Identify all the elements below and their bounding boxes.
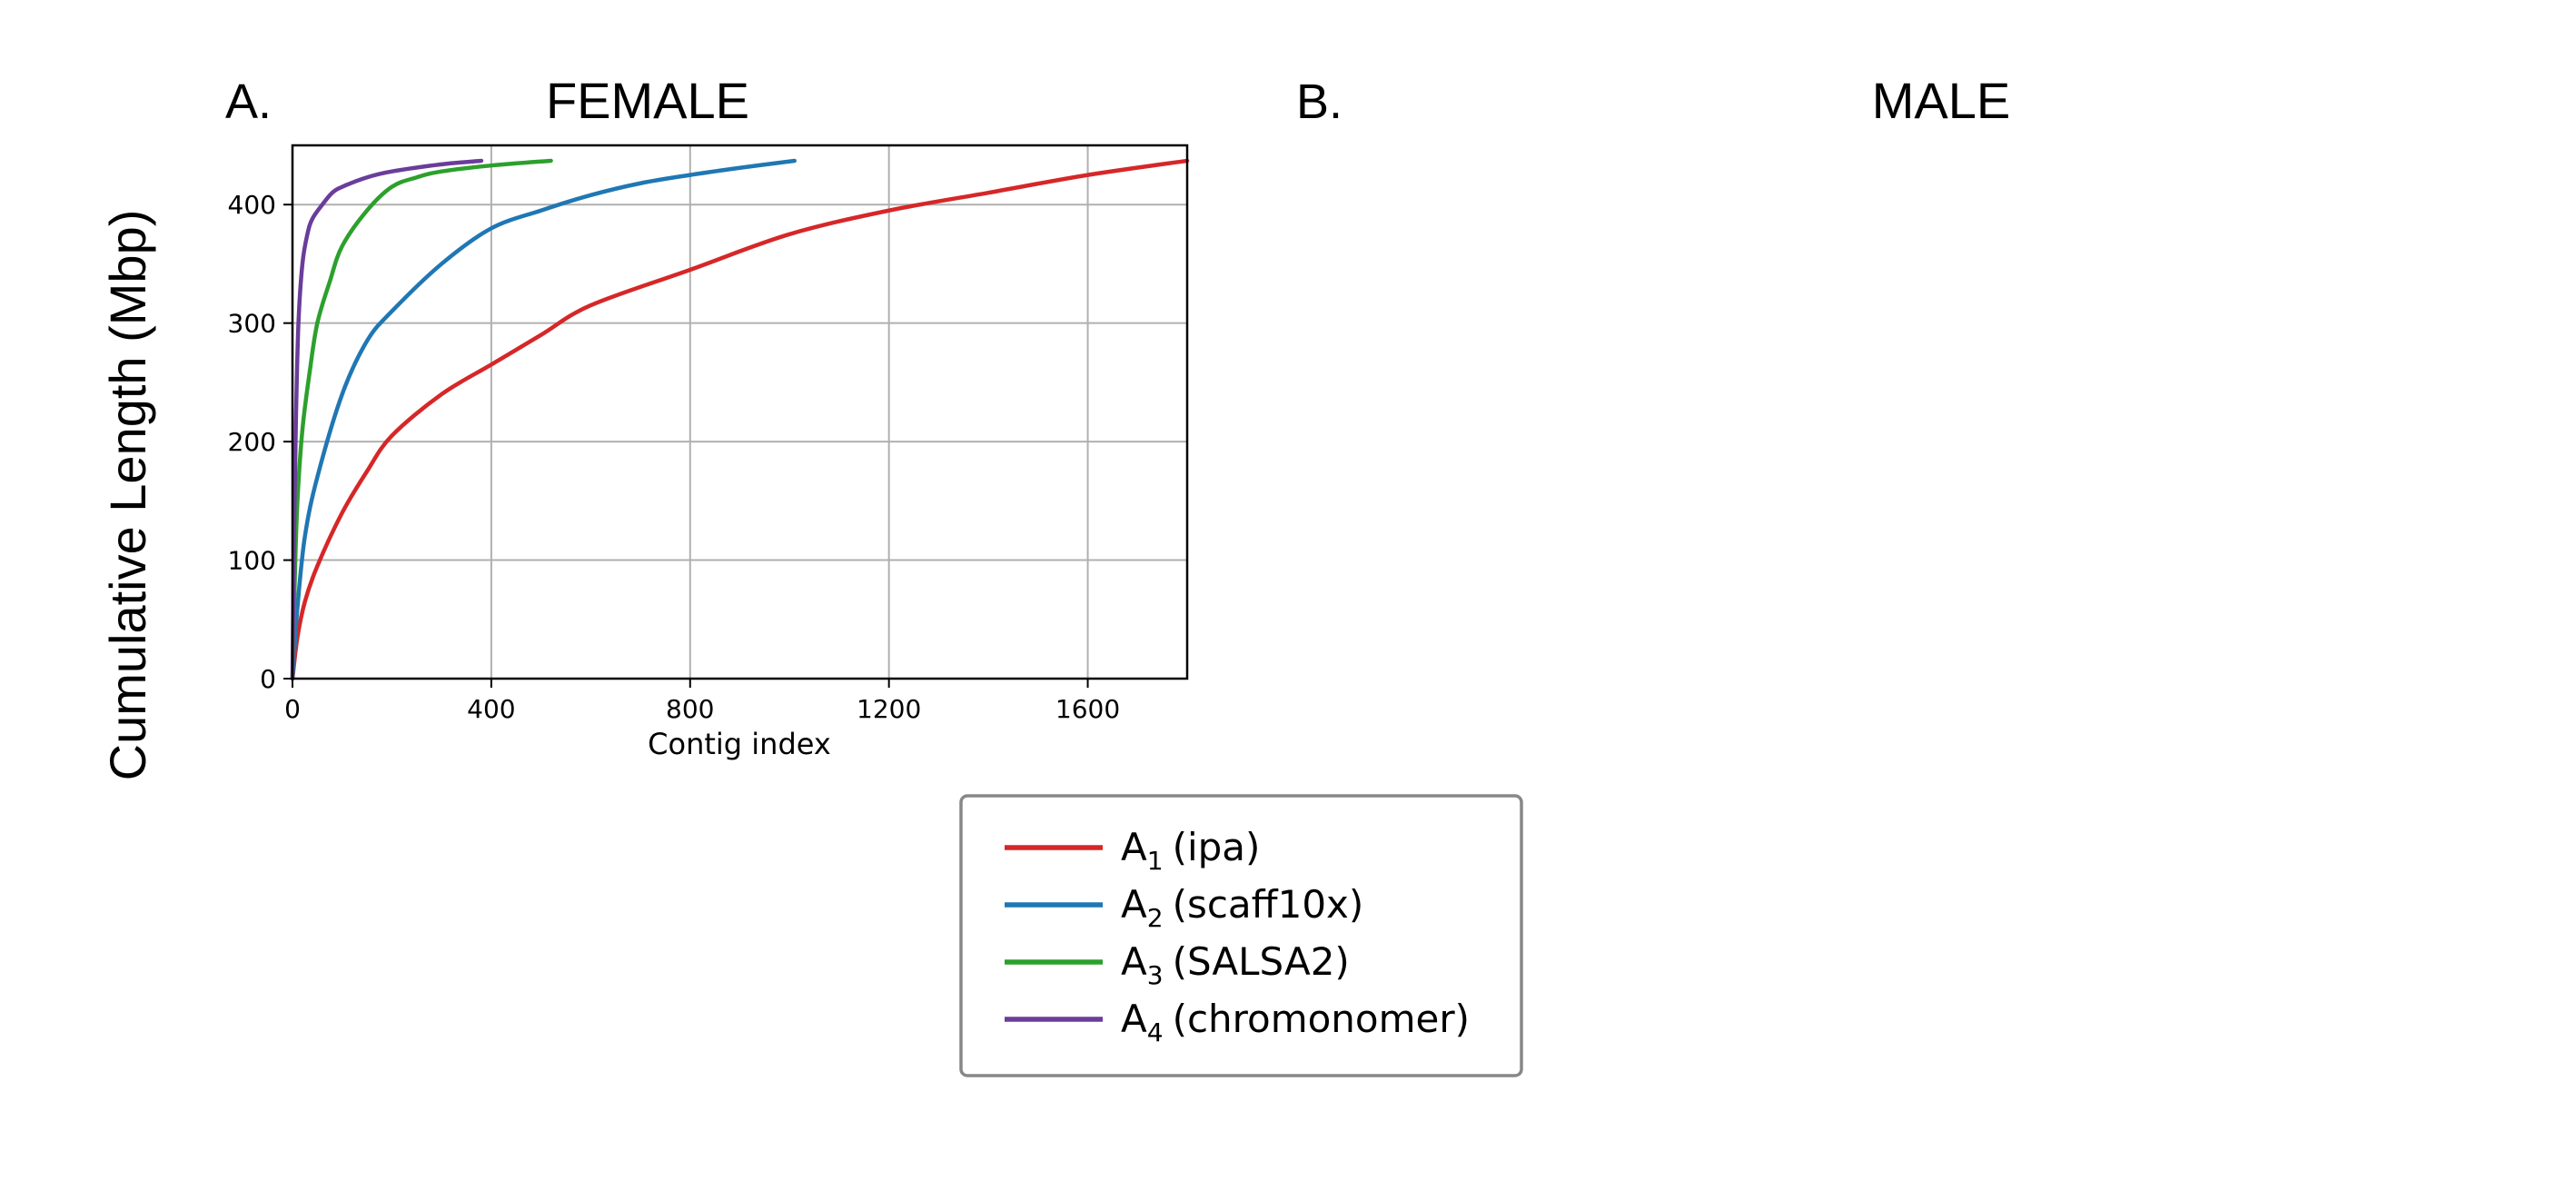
- y-tick-label: 300: [228, 309, 276, 339]
- x-tick-label: 1200: [857, 694, 921, 724]
- y-tick-label: 0: [260, 664, 276, 694]
- x-axis-label: Contig index: [648, 727, 831, 761]
- series-line-2: [290, 158, 797, 681]
- y-tick-label: 400: [228, 190, 276, 220]
- female-chart: 0 400 800 1200 1600 0 100 200 300 400 Contig inde…: [228, 144, 1190, 761]
- panel-a-title: FEMALE: [546, 72, 749, 129]
- legend-label: A1 (ipa): [1121, 825, 1260, 876]
- legend-entry-1: A1 (ipa): [1005, 825, 1260, 876]
- legend-entry-4: A4 (chromonomer): [1005, 997, 1470, 1047]
- x-tick-label: 800: [666, 694, 714, 724]
- grid: [292, 145, 1187, 680]
- panel-b-title: MALE: [1872, 72, 2011, 129]
- legend: A1 (ipa) A2 (scaff10x) A3 (SALSA2) A4 (chromono…: [959, 794, 1523, 1077]
- y-tick-label: 100: [228, 546, 276, 576]
- axis-ticks: 0 400 800 1200 1600 0 100 200 300 400: [228, 190, 1121, 724]
- panel-b-letter: B.: [1296, 74, 1342, 129]
- series-line-1: [290, 158, 1190, 681]
- panel-a-letter: A.: [225, 74, 272, 129]
- legend-label: A4 (chromonomer): [1121, 997, 1470, 1047]
- series-line-4: [290, 158, 484, 681]
- x-tick-label: 0: [284, 694, 301, 724]
- x-tick-label: 1600: [1055, 694, 1120, 724]
- legend-entries: A1 (ipa) A2 (scaff10x) A3 (SALSA2) A4 (chromono…: [1005, 825, 1470, 1047]
- y-axis-label: Cumulative Length (Mbp): [99, 210, 156, 781]
- legend-box: [959, 794, 1523, 1077]
- series-lines: [290, 158, 1190, 681]
- legend-entry-3: A3 (SALSA2): [1005, 939, 1350, 990]
- legend-label: A2 (scaff10x): [1121, 882, 1363, 933]
- legend-label: A3 (SALSA2): [1121, 939, 1350, 990]
- x-tick-label: 400: [467, 694, 515, 724]
- series-line-3: [290, 158, 553, 681]
- legend-entry-2: A2 (scaff10x): [1005, 882, 1363, 933]
- plot-frame: [291, 144, 1189, 680]
- y-tick-label: 200: [228, 427, 276, 457]
